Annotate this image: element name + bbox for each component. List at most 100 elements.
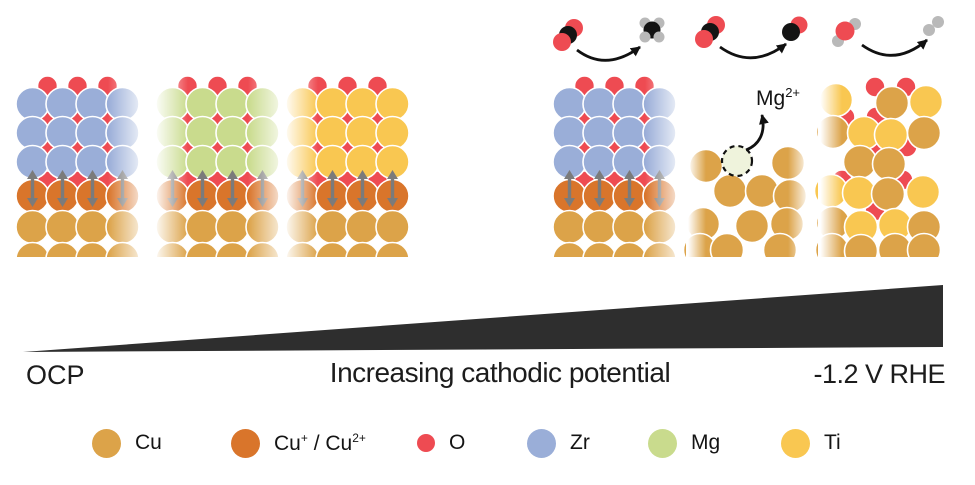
cathodic-potential-label: Increasing cathodic potential — [329, 357, 671, 388]
cu-atom — [906, 232, 942, 257]
arrow-head-down — [87, 198, 98, 207]
arrow-head-down — [197, 198, 208, 207]
mg-atom — [215, 86, 250, 122]
arrow-head-down — [624, 198, 635, 207]
arrow-head-down — [227, 198, 238, 207]
reaction-co2-to-co — [695, 16, 808, 60]
fade-overlay — [818, 70, 842, 257]
cu-atom — [375, 209, 410, 245]
cu-atom — [15, 209, 50, 245]
cu-atom — [552, 241, 587, 257]
mg-ion-label: Mg2+ — [756, 85, 800, 111]
rhe-label: -1.2 V RHE — [813, 359, 945, 389]
zr-atom — [15, 115, 50, 151]
ti-atom — [315, 86, 350, 122]
cu-atom — [375, 241, 410, 257]
mg-ion-sup: 2+ — [785, 85, 801, 100]
cu-atom — [871, 146, 907, 182]
cu-atom — [345, 209, 380, 245]
cu-atom — [842, 144, 878, 180]
ti-atom — [873, 117, 909, 153]
arrow-head-up — [197, 170, 208, 179]
cu-atom — [552, 209, 587, 245]
h-atom — [932, 16, 944, 28]
fade-overlay — [788, 70, 812, 257]
arrow-head-up — [387, 170, 398, 179]
arrow-head-down — [357, 198, 368, 207]
ti-atom — [375, 115, 410, 151]
cu-atom — [734, 208, 770, 244]
arrow-head-up — [27, 170, 38, 179]
lattice-panel-zr-cathodic — [552, 70, 691, 257]
mg-ion-base: Mg — [756, 87, 786, 110]
arrow-head-up — [564, 170, 575, 179]
h-atom — [923, 24, 935, 36]
ti-atom — [905, 174, 941, 210]
mg-dissolution-arrow — [745, 114, 769, 152]
h-atom — [639, 31, 651, 43]
cu-atom — [612, 209, 647, 245]
fade-overlay — [108, 70, 154, 257]
arrow-head-up — [57, 170, 68, 179]
lattice-panel-ti-ocp — [280, 70, 410, 257]
cu-atom — [843, 233, 879, 257]
arrow-head-down — [594, 198, 605, 207]
arrow-head-up — [594, 170, 605, 179]
zr-atom — [582, 115, 617, 151]
cu-atom — [709, 232, 745, 257]
o-atom — [695, 30, 713, 48]
cu-atom — [185, 241, 220, 257]
arrow-head-up — [624, 170, 635, 179]
ti-atom — [375, 86, 410, 122]
ti-atom — [841, 175, 877, 211]
cu-atom — [45, 241, 80, 257]
arrow-head-up — [227, 170, 238, 179]
cu-atom — [215, 241, 250, 257]
reaction-molecules-group — [553, 16, 944, 62]
cu-atom — [906, 115, 942, 151]
zr-atom — [45, 115, 80, 151]
fade-overlay — [645, 70, 691, 257]
zr-atom — [75, 115, 110, 151]
reaction-arrow — [576, 45, 641, 62]
fade-overlay — [686, 70, 706, 257]
arrow-head-up — [87, 170, 98, 179]
cu-atom — [345, 241, 380, 257]
zr-atom — [582, 86, 617, 122]
arrow-head-down — [327, 198, 338, 207]
fade-overlay — [150, 70, 188, 257]
o-atom — [553, 33, 571, 51]
cu-atom — [215, 209, 250, 245]
ti-atom — [345, 115, 380, 151]
cu-atom — [877, 232, 913, 257]
cu-atom — [45, 209, 80, 245]
lattice-panel-mg-dissolved — [682, 70, 812, 257]
lattice-panel-mg-ocp — [150, 70, 294, 257]
lattice-panel-ti-reduced — [813, 70, 944, 257]
zr-atom — [552, 86, 587, 122]
cu-atom — [315, 241, 350, 257]
ti-atom — [908, 84, 944, 120]
cu-atom — [75, 209, 110, 245]
ocp-label: OCP — [26, 360, 85, 390]
cu-atom — [185, 209, 220, 245]
cu-atom — [582, 241, 617, 257]
reaction-h2o-to-h2 — [832, 16, 944, 57]
cu-atom — [315, 209, 350, 245]
cu-atom — [874, 85, 910, 121]
zr-atom — [552, 115, 587, 151]
h-atom — [653, 31, 665, 43]
mg-atom — [185, 86, 220, 122]
reaction-co2-to-ch4 — [553, 17, 665, 62]
o-atom — [835, 21, 855, 41]
zr-atom — [45, 86, 80, 122]
arrow-head-down — [57, 198, 68, 207]
zr-atom — [612, 86, 647, 122]
arrow-head-up — [327, 170, 338, 179]
c-atom — [782, 23, 800, 41]
arrow-head-up — [357, 170, 368, 179]
mg-atom — [215, 115, 250, 151]
cu-atom — [75, 241, 110, 257]
